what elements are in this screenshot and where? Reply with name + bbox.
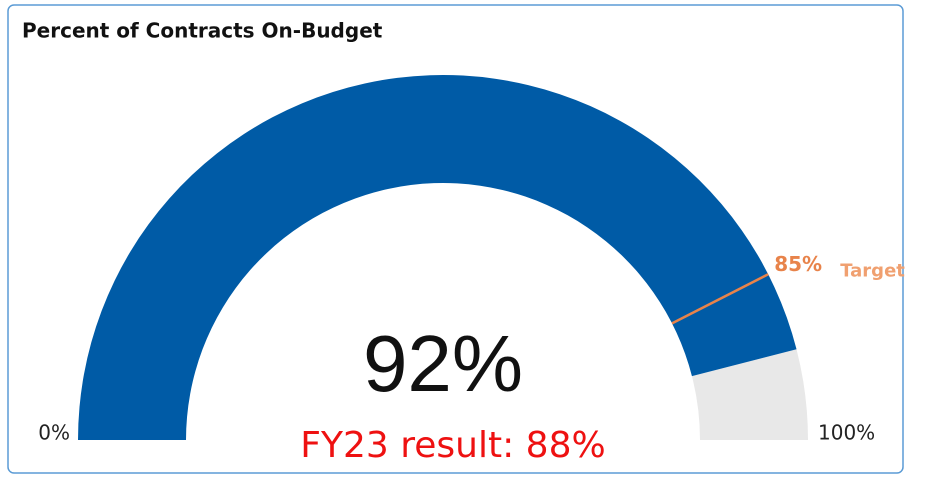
card-border [7, 4, 904, 474]
gauge-track [691, 349, 808, 440]
tick-label: 100% [818, 421, 875, 445]
chart-title: Percent of Contracts On-Budget [22, 19, 383, 43]
gauge-value [78, 75, 797, 440]
target-name: Target [840, 260, 905, 281]
annotation: FY23 result: 88% [300, 425, 605, 466]
target-line [671, 273, 769, 325]
gauge-value-label: 92% [363, 319, 523, 408]
tick-label: 0% [38, 421, 70, 445]
target-value-label: 85% [774, 252, 822, 276]
